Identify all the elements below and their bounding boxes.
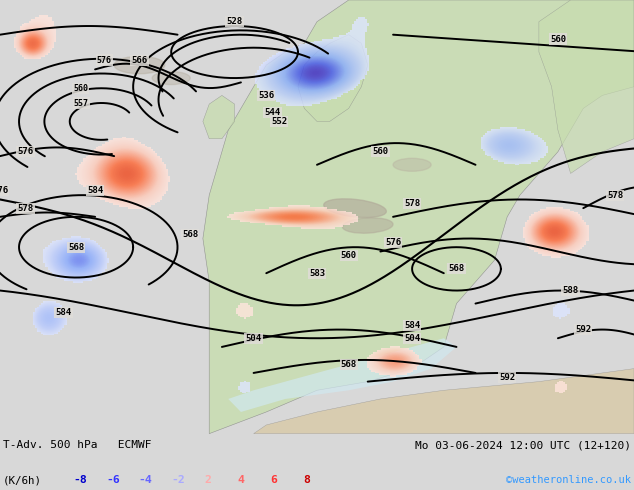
Text: 578: 578 (404, 199, 420, 208)
Text: 8: 8 (304, 475, 311, 486)
Text: 592: 592 (575, 325, 592, 334)
Text: 576: 576 (97, 55, 112, 65)
Polygon shape (203, 0, 634, 434)
Text: 557: 557 (74, 98, 89, 107)
Text: -4: -4 (139, 475, 153, 486)
Text: 568: 568 (448, 265, 465, 273)
Text: -6: -6 (106, 475, 120, 486)
Polygon shape (298, 35, 368, 122)
Text: -2: -2 (172, 475, 186, 486)
Text: 504: 504 (245, 334, 262, 343)
Ellipse shape (393, 158, 431, 172)
Text: T-Adv. 500 hPa   ECMWF: T-Adv. 500 hPa ECMWF (3, 441, 152, 450)
Text: 560: 560 (73, 84, 88, 93)
Ellipse shape (152, 72, 190, 85)
Text: 576: 576 (0, 186, 8, 196)
Text: 528: 528 (226, 17, 243, 26)
Text: 584: 584 (55, 308, 72, 317)
Text: 566: 566 (131, 56, 148, 65)
Text: 560: 560 (550, 34, 566, 44)
Text: 568: 568 (182, 230, 198, 239)
Polygon shape (254, 368, 634, 434)
Text: 568: 568 (68, 243, 84, 252)
Text: 578: 578 (607, 191, 623, 199)
Text: Mo 03-06-2024 12:00 UTC (12+120): Mo 03-06-2024 12:00 UTC (12+120) (415, 441, 631, 450)
Text: ©weatheronline.co.uk: ©weatheronline.co.uk (506, 475, 631, 486)
Text: 6: 6 (271, 475, 278, 486)
Text: 560: 560 (340, 251, 357, 260)
Text: 4: 4 (238, 475, 245, 486)
Text: 552: 552 (271, 117, 287, 126)
Text: 544: 544 (264, 108, 281, 117)
Text: 584: 584 (404, 321, 420, 330)
Polygon shape (539, 0, 634, 173)
Text: 588: 588 (562, 286, 579, 295)
Text: 2: 2 (205, 475, 212, 486)
Text: (K/6h): (K/6h) (3, 475, 42, 486)
Ellipse shape (114, 56, 165, 74)
Text: 536: 536 (258, 91, 275, 100)
Text: 568: 568 (340, 360, 357, 369)
Text: -8: -8 (73, 475, 87, 486)
Text: 578: 578 (17, 204, 34, 213)
Polygon shape (203, 96, 235, 139)
Text: 576: 576 (17, 147, 34, 156)
Text: 583: 583 (309, 269, 325, 278)
Polygon shape (228, 338, 456, 412)
Text: 560: 560 (372, 147, 389, 156)
Text: 592: 592 (499, 373, 515, 382)
Text: 584: 584 (87, 186, 103, 196)
Ellipse shape (324, 199, 386, 218)
Text: 576: 576 (385, 238, 401, 247)
Text: 504: 504 (404, 334, 420, 343)
Ellipse shape (342, 218, 393, 233)
